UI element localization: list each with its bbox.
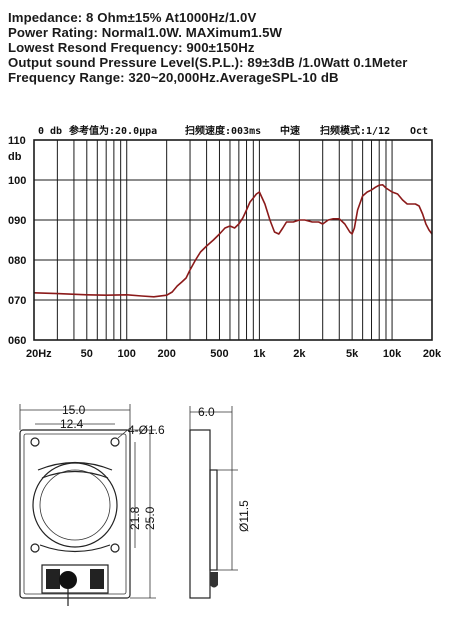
upper-vent-slot-inner bbox=[41, 470, 109, 479]
spec-spl: Output sound Pressure Level(S.P.L.): 89±… bbox=[8, 55, 408, 70]
dim-diameter: Ø11.5 bbox=[237, 500, 251, 532]
terminal-pad-right bbox=[90, 569, 104, 589]
y-tick-label: 090 bbox=[8, 215, 26, 227]
x-tick-label: 20k bbox=[423, 348, 442, 360]
terminal-pad-left bbox=[46, 569, 60, 589]
dim-height-inner: 21.8 bbox=[128, 506, 142, 530]
upper-vent-slot bbox=[37, 461, 113, 471]
spec-resonant-frequency: Lowest Resond Frequency: 900±150Hz bbox=[8, 40, 255, 55]
lower-vent-slot bbox=[39, 544, 111, 553]
y-tick-label: 100 bbox=[8, 175, 26, 187]
y-axis-label: db bbox=[8, 151, 22, 163]
side-magnet bbox=[209, 469, 218, 571]
x-tick-label: 10k bbox=[383, 348, 402, 360]
dim-width-inner: 12.4 bbox=[60, 417, 84, 431]
spec-list: Impedance: 8 Ohm±15% At1000Hz/1.0V Power… bbox=[8, 10, 408, 85]
y-tick-label: 060 bbox=[8, 335, 26, 347]
y-tick-labels: 110 100 090 080 070 060 bbox=[8, 135, 26, 347]
header-speed-mode: 中速 bbox=[280, 124, 300, 137]
dim-height-outer: 25.0 bbox=[143, 506, 157, 530]
x-tick-labels: 20Hz 50 100 200 500 1k 2k 5k 10k 20k bbox=[26, 348, 442, 360]
terminal-block bbox=[41, 564, 109, 594]
side-outline bbox=[189, 429, 211, 599]
mount-hole-tl bbox=[30, 437, 40, 447]
y-tick-label: 070 bbox=[8, 295, 26, 307]
y-tick-label: 080 bbox=[8, 255, 26, 267]
front-inner-outline bbox=[23, 433, 127, 595]
x-tick-label: 500 bbox=[210, 348, 228, 360]
x-tick-label: 5k bbox=[346, 348, 359, 360]
dim-depth: 6.0 bbox=[198, 405, 215, 419]
cone-outer bbox=[32, 462, 118, 548]
spec-power-rating: Power Rating: Normal1.0W. MAXimum1.5W bbox=[8, 25, 283, 40]
response-curve bbox=[33, 184, 433, 298]
header-sweep-speed: 扫频速度:003ms bbox=[185, 124, 261, 137]
x-tick-label: 100 bbox=[118, 348, 136, 360]
spec-impedance: Impedance: 8 Ohm±15% At1000Hz/1.0V bbox=[8, 10, 257, 25]
header-scan-mode: 扫频模式:1/12 bbox=[320, 124, 390, 137]
header-oct: Oct bbox=[410, 126, 428, 137]
cone-inner bbox=[39, 469, 111, 541]
plot-frame bbox=[33, 139, 433, 341]
x-tick-label: 200 bbox=[157, 348, 175, 360]
series-layer bbox=[33, 184, 433, 298]
holes-leader bbox=[117, 427, 131, 439]
front-outline bbox=[19, 429, 131, 599]
header-reference: 参考值为:20.0μpa bbox=[69, 124, 157, 137]
chart-grid bbox=[34, 139, 432, 341]
header-zero-db: 0 db bbox=[38, 126, 62, 137]
y-tick-label: 110 bbox=[8, 135, 26, 147]
speaker-front-view: 15.0 12.4 4-Ø1.6 21.8 25.0 bbox=[19, 403, 165, 606]
side-terminal bbox=[210, 572, 218, 588]
mount-hole-tr bbox=[110, 437, 120, 447]
mount-hole-br bbox=[110, 543, 120, 553]
x-tick-label: 20Hz bbox=[26, 348, 52, 360]
x-tick-label: 50 bbox=[81, 348, 93, 360]
spec-frequency-range: Frequency Range: 320~20,000Hz.AverageSPL… bbox=[8, 70, 339, 85]
x-tick-label: 1k bbox=[253, 348, 266, 360]
mount-hole-bl bbox=[30, 543, 40, 553]
x-tick-label: 2k bbox=[293, 348, 306, 360]
dim-width-outer: 15.0 bbox=[62, 403, 86, 417]
speaker-side-view: 6.0 Ø11.5 bbox=[189, 405, 251, 599]
terminal-solder-point bbox=[59, 571, 77, 589]
